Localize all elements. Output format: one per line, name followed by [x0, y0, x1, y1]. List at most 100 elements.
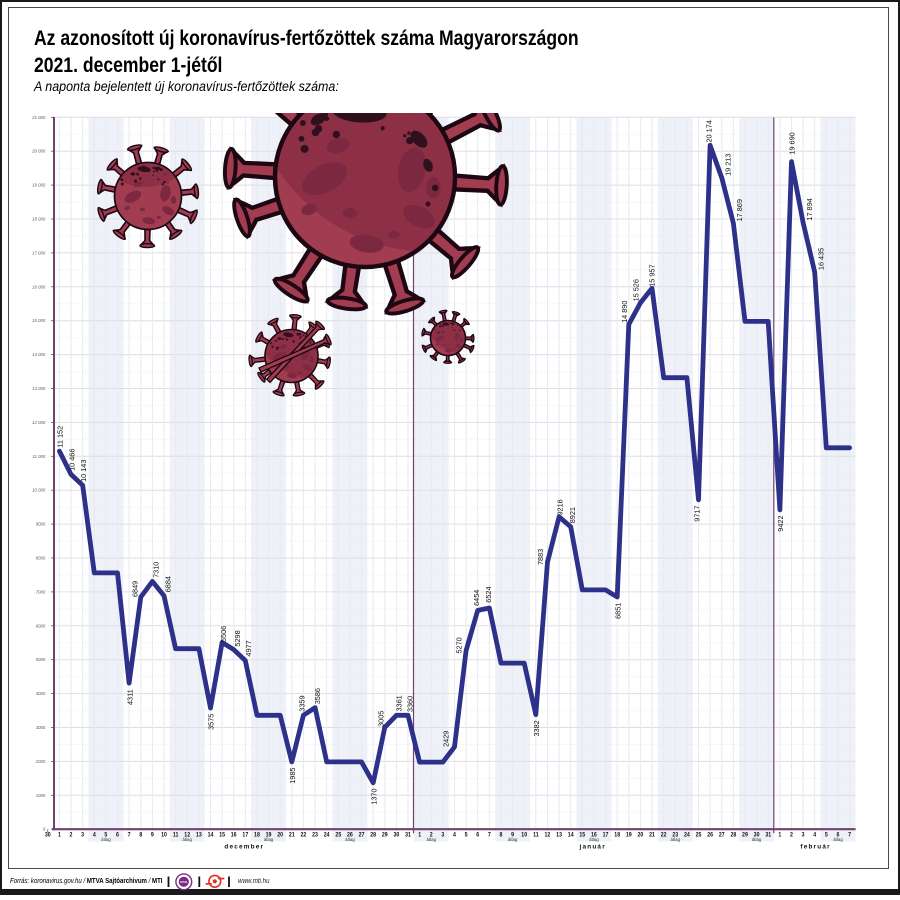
- svg-text:10 143: 10 143: [79, 460, 88, 482]
- svg-text:6524: 6524: [484, 586, 493, 602]
- svg-text:20: 20: [637, 832, 644, 839]
- svg-text:15 526: 15 526: [631, 279, 640, 301]
- svg-text:1370: 1370: [369, 788, 378, 804]
- svg-text:7: 7: [488, 832, 491, 839]
- svg-text:10: 10: [521, 832, 528, 839]
- svg-text:átlag: átlag: [752, 837, 762, 842]
- svg-text:8921: 8921: [568, 507, 577, 523]
- svg-text:14: 14: [568, 832, 575, 839]
- svg-text:9422: 9422: [776, 515, 785, 531]
- svg-text:9216: 9216: [555, 499, 564, 515]
- svg-text:18: 18: [614, 832, 621, 839]
- svg-text:4000: 4000: [36, 691, 46, 696]
- svg-text:7: 7: [128, 832, 131, 839]
- svg-text:2000: 2000: [35, 759, 46, 764]
- svg-text:6851: 6851: [613, 603, 622, 619]
- svg-text:27: 27: [359, 832, 365, 839]
- svg-text:25: 25: [335, 832, 342, 839]
- svg-text:3005: 3005: [377, 711, 386, 727]
- svg-text:5270: 5270: [455, 637, 464, 653]
- svg-text:3: 3: [441, 832, 445, 839]
- svg-text:20 174: 20 174: [704, 120, 713, 142]
- svg-text:19 213: 19 213: [724, 154, 733, 176]
- svg-text:január: január: [579, 843, 606, 850]
- svg-text:17: 17: [603, 832, 609, 839]
- svg-text:1: 1: [58, 832, 62, 839]
- svg-text:7000: 7000: [36, 589, 46, 594]
- svg-text:6849: 6849: [130, 581, 139, 597]
- svg-text:11: 11: [173, 832, 179, 839]
- svg-text:11: 11: [533, 832, 539, 839]
- svg-text:17: 17: [242, 832, 248, 839]
- svg-text:3360: 3360: [405, 696, 414, 712]
- svg-text:MTVA: MTVA: [180, 880, 187, 884]
- svg-text:14: 14: [208, 832, 215, 839]
- svg-text:6454: 6454: [472, 590, 481, 606]
- svg-text:1000: 1000: [36, 793, 46, 798]
- svg-text:6884: 6884: [164, 576, 173, 592]
- svg-text:átlag: átlag: [427, 837, 437, 842]
- svg-text:átlag: átlag: [833, 837, 843, 842]
- svg-text:5: 5: [465, 832, 469, 839]
- svg-text:20: 20: [277, 832, 284, 839]
- svg-text:1985: 1985: [288, 768, 297, 784]
- svg-text:31: 31: [405, 832, 412, 839]
- svg-text:31: 31: [765, 832, 772, 839]
- svg-text:3382: 3382: [532, 720, 541, 736]
- svg-text:7310: 7310: [152, 562, 161, 578]
- svg-text:9: 9: [511, 832, 515, 839]
- svg-text:11 000: 11 000: [32, 454, 45, 459]
- svg-text:4: 4: [93, 832, 97, 839]
- svg-text:7: 7: [848, 832, 851, 839]
- svg-text:16: 16: [591, 832, 598, 839]
- svg-text:átlag: átlag: [101, 837, 111, 842]
- svg-text:2: 2: [790, 832, 794, 839]
- svg-text:30: 30: [754, 832, 761, 839]
- svg-text:átlag: átlag: [671, 837, 681, 842]
- svg-text:26: 26: [347, 832, 354, 839]
- svg-text:28: 28: [370, 832, 377, 839]
- svg-text:2: 2: [70, 832, 74, 839]
- svg-text:19: 19: [266, 832, 273, 839]
- svg-text:15: 15: [579, 832, 586, 839]
- svg-text:10 466: 10 466: [67, 449, 76, 471]
- svg-text:23: 23: [672, 832, 679, 839]
- svg-text:15 000: 15 000: [32, 318, 46, 323]
- svg-text:6: 6: [836, 832, 840, 839]
- svg-text:24: 24: [324, 832, 331, 839]
- svg-text:19 690: 19 690: [788, 132, 797, 154]
- svg-text:21 000: 21 000: [31, 115, 46, 120]
- svg-text:28: 28: [730, 832, 737, 839]
- svg-text:26: 26: [707, 832, 714, 839]
- svg-text:4: 4: [453, 832, 457, 839]
- svg-text:6: 6: [116, 832, 120, 839]
- svg-text:30: 30: [393, 832, 400, 839]
- svg-text:13: 13: [196, 832, 203, 839]
- svg-text:12: 12: [184, 832, 191, 839]
- svg-text:9717: 9717: [692, 505, 701, 521]
- svg-text:7883: 7883: [536, 549, 545, 565]
- svg-text:24: 24: [684, 832, 691, 839]
- svg-text:3: 3: [81, 832, 85, 839]
- svg-text:2: 2: [430, 832, 434, 839]
- svg-text:6: 6: [476, 832, 480, 839]
- svg-text:22: 22: [661, 832, 668, 839]
- svg-text:12: 12: [545, 832, 552, 839]
- svg-text:13 000: 13 000: [32, 386, 46, 391]
- svg-text:29: 29: [382, 832, 389, 839]
- svg-text:17 869: 17 869: [735, 199, 744, 221]
- svg-text:átlag: átlag: [345, 837, 355, 842]
- svg-text:27: 27: [719, 832, 725, 839]
- svg-text:5: 5: [825, 832, 829, 839]
- svg-text:átlag: átlag: [589, 837, 599, 842]
- svg-text:19: 19: [626, 832, 633, 839]
- svg-text:5506: 5506: [219, 626, 228, 642]
- svg-text:14 000: 14 000: [32, 352, 46, 357]
- svg-text:6000: 6000: [36, 623, 46, 628]
- svg-text:10: 10: [161, 832, 168, 839]
- svg-text:18 000: 18 000: [32, 217, 46, 222]
- svg-text:19 000: 19 000: [32, 183, 46, 188]
- svg-text:5000: 5000: [36, 657, 46, 662]
- svg-text:11 152: 11 152: [56, 426, 65, 448]
- svg-text:23: 23: [312, 832, 319, 839]
